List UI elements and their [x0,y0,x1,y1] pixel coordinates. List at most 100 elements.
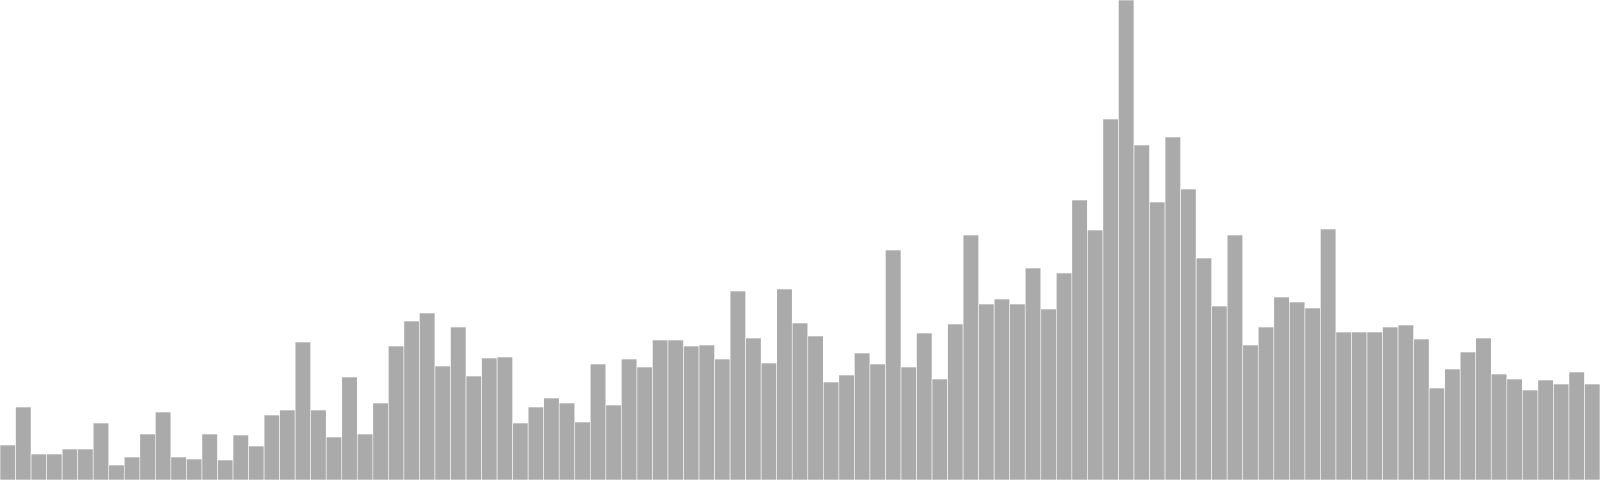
bar [1024,267,1042,480]
bar [217,459,234,480]
bar [745,337,762,480]
bar [760,362,777,480]
bar [1087,229,1104,480]
bar [325,436,343,480]
bar [1568,371,1585,480]
bar [1195,257,1212,480]
bar [46,453,63,480]
bar [1584,383,1600,480]
bar [481,357,498,480]
bar [1366,331,1383,480]
bar [170,456,187,480]
bar [714,358,731,480]
bar [729,290,746,480]
bar [512,422,529,480]
bar [1522,389,1539,480]
bar [916,332,933,480]
bar [30,453,47,480]
bar [155,411,172,480]
bar [1475,337,1492,480]
bar [356,433,374,480]
bar [1413,338,1430,480]
bar [621,358,638,480]
bar [605,404,622,480]
bar [1040,308,1057,480]
bar [527,406,544,480]
bar [1226,234,1244,480]
bar [139,433,156,480]
bar [1056,272,1073,480]
bar [667,339,684,480]
bar [1009,303,1026,480]
bar [652,339,669,480]
bar [186,458,203,480]
bar [123,456,141,480]
bar [1211,305,1228,480]
bar [962,234,979,480]
bar [341,376,358,480]
bar [1133,144,1150,480]
bar [776,288,793,480]
bar [1382,326,1399,480]
bar [1553,383,1570,480]
bar [496,356,513,480]
bar [1071,199,1088,480]
bar [372,402,389,480]
bar [1102,118,1119,480]
bar [1180,188,1197,480]
bar [1490,373,1508,480]
bar [543,397,560,480]
bar [388,345,405,480]
bar [791,322,809,480]
bar [1459,351,1477,480]
bar [201,433,218,480]
bar [61,448,78,480]
bar [1335,331,1352,480]
bar [92,422,110,480]
bar [0,444,16,480]
bar [248,445,265,480]
bar [1320,228,1337,480]
bar [419,312,436,480]
bar [232,434,249,480]
bar [822,381,840,480]
bar [1242,344,1259,480]
bar [885,249,902,480]
bar [1506,378,1523,480]
bar [450,326,467,480]
bar [1397,324,1414,480]
bar [1351,331,1368,480]
bar [1444,368,1461,480]
bar [947,323,964,480]
bar [900,366,917,480]
bar [1273,296,1290,480]
bar [698,344,715,480]
bar [263,414,280,480]
bar [108,464,125,480]
bar [279,409,296,480]
bar [854,352,871,480]
bar [683,345,700,480]
bar [807,335,824,480]
bar [589,363,607,480]
bar [1257,326,1275,480]
bar [838,374,855,480]
bar [1164,136,1181,480]
bar [1118,0,1135,480]
bar [558,402,576,480]
bar [434,365,451,480]
bar [931,378,948,480]
bar [310,409,327,480]
bar [636,366,653,480]
bar [978,303,995,480]
bar [1304,307,1321,480]
bar [1537,379,1554,480]
bar [294,341,311,480]
bar [574,421,591,480]
bar [869,363,886,480]
bar [993,298,1010,480]
bar [1289,301,1306,480]
bar [465,375,482,480]
